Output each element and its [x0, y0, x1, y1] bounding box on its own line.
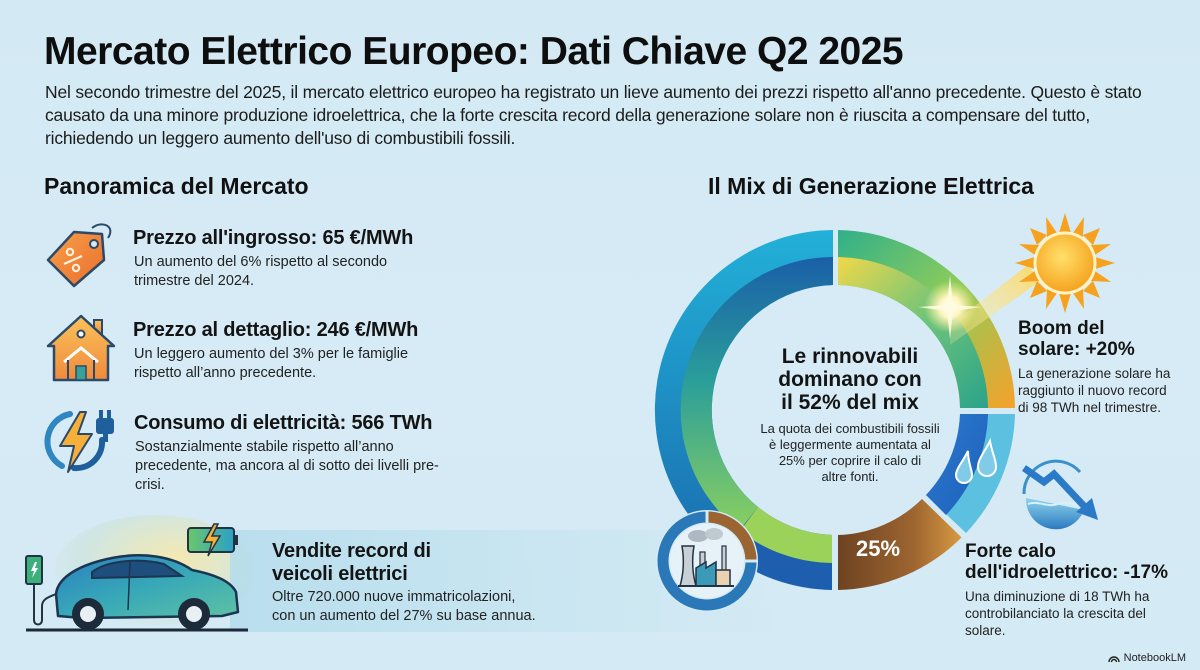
consumption-description: Sostanzialmente stabile rispetto all’ann…	[135, 439, 439, 493]
solar-description-line1: La generazione solare ha	[1018, 366, 1171, 381]
fossil-description-line2: è leggermente aumentata al	[769, 437, 931, 452]
ev-description-line1: Oltre 720.000 nuove immatricolazioni,	[272, 589, 516, 605]
sun-icon	[950, 205, 1130, 345]
house-icon	[44, 312, 118, 382]
electric-car-icon	[22, 520, 250, 632]
hydro-description-line3: solare.	[965, 623, 1006, 638]
solar-description: La generazione solare ha raggiunto il nu…	[1018, 365, 1198, 416]
retail-price-description: Un leggero aumento del 3% per le famigli…	[134, 346, 409, 381]
generation-mix-title: Il Mix di Generazione Elettrica	[708, 173, 1034, 199]
fossil-description-line3: 25% per coprire il calo di	[778, 453, 922, 468]
price-tag-icon	[44, 220, 118, 288]
hydro-headline-line2: dell'idroelettrico: -17%	[965, 562, 1169, 583]
hydro-decline-icon	[1018, 458, 1106, 530]
notebooklm-brand: NotebookLM	[1107, 652, 1186, 664]
intro-paragraph: Nel secondo trimestre del 2025, il merca…	[45, 82, 1142, 148]
generation-mix-donut-chart	[650, 225, 1020, 595]
solar-headline-line2: solare: +20%	[1018, 339, 1135, 360]
renewables-headline-line2: dominano con	[778, 368, 922, 391]
retail-price-headline: Prezzo al dettaglio: 246 €/MWh	[133, 319, 419, 341]
hydro-annotation: Forte calo dell'idroelettrico: -17% Una …	[965, 541, 1195, 639]
ev-text-block: Vendite record di veicoli elettrici Oltr…	[272, 540, 536, 626]
fossil-description: La quota dei combustibili fossili è legg…	[715, 421, 985, 485]
hydro-description-line2: controbilanciato la crescita del	[965, 606, 1146, 621]
ev-description-line2: con un aumento del 27% su base annua.	[272, 608, 536, 624]
notebooklm-logo-icon	[1107, 656, 1120, 663]
consumption-headline: Consumo di elettricità: 566 TWh	[134, 412, 433, 434]
brand-label: NotebookLM	[1123, 652, 1186, 664]
page-title: Mercato Elettrico Europeo: Dati Chiave Q…	[44, 30, 904, 73]
solar-description-line2: raggiunto il nuovo record	[1018, 383, 1167, 398]
market-overview-title: Panoramica del Mercato	[44, 173, 309, 199]
wholesale-price-description: Un aumento del 6% rispetto al secondo tr…	[134, 254, 388, 289]
renewables-headline-line3: il 52% del mix	[781, 391, 919, 414]
renewables-headline-line1: Le rinnovabili	[781, 345, 919, 368]
ev-headline-line2: veicoli elettrici	[272, 563, 408, 585]
solar-description-line3: di 98 TWh nel trimestre.	[1018, 400, 1162, 415]
hydro-description-line1: Una diminuzione di 18 TWh ha	[965, 589, 1150, 604]
solar-annotation: Boom del solare: +20% La generazione sol…	[1018, 318, 1198, 416]
electric-plug-icon	[44, 408, 120, 474]
fossil-factory-icon	[652, 506, 762, 616]
donut-center-text: Le rinnovabili dominano con il 52% del m…	[715, 345, 985, 485]
hydro-headline-line1: Forte calo	[965, 541, 1056, 562]
fossil-share-label: 25%	[856, 536, 901, 561]
fossil-description-line1: La quota dei combustibili fossili	[760, 421, 940, 436]
solar-headline-line1: Boom del	[1018, 318, 1105, 339]
hydro-description: Una diminuzione di 18 TWh ha controbilan…	[965, 588, 1195, 639]
ev-headline-line1: Vendite record di	[272, 540, 431, 562]
wholesale-price-headline: Prezzo all'ingrosso: 65 €/MWh	[133, 227, 414, 249]
fossil-description-line4: altre fonti.	[821, 469, 879, 484]
